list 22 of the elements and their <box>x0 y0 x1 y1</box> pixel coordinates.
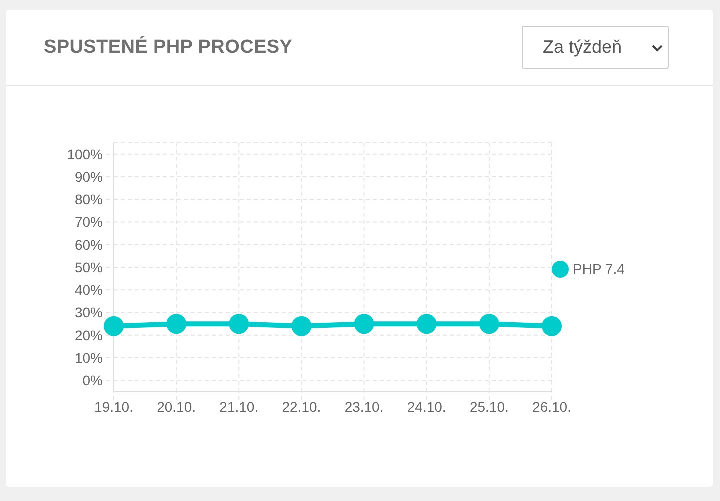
x-tick-label: 21.10. <box>220 398 259 415</box>
y-tick-label: 90% <box>74 168 103 185</box>
y-tick-label: 100% <box>67 146 103 162</box>
y-tick-label: 50% <box>74 259 103 276</box>
y-tick-label: 20% <box>74 327 103 344</box>
x-tick-label: 22.10. <box>282 398 322 415</box>
y-tick-label: 0% <box>82 372 103 389</box>
y-tick-label: 60% <box>74 236 103 253</box>
x-tick-label: 19.10. <box>94 398 134 415</box>
legend-label: PHP 7.4 <box>573 261 625 277</box>
x-tick-label: 24.10. <box>407 398 446 415</box>
x-tick-label: 26.10. <box>532 398 572 415</box>
y-tick-label: 30% <box>74 304 103 321</box>
y-tick-label: 70% <box>74 214 103 230</box>
y-tick-label: 40% <box>74 282 103 298</box>
y-tick-label: 80% <box>74 192 103 208</box>
x-tick-label: 23.10. <box>344 398 384 415</box>
dropdown: Za týždeň <box>522 26 669 69</box>
chart-title: SPUSTENÉ PHP PROCESY <box>44 36 293 60</box>
x-tick-label: 20.10. <box>157 398 196 415</box>
y-tick-label: 10% <box>74 350 103 366</box>
x-tick-label: 25.10. <box>470 398 509 415</box>
